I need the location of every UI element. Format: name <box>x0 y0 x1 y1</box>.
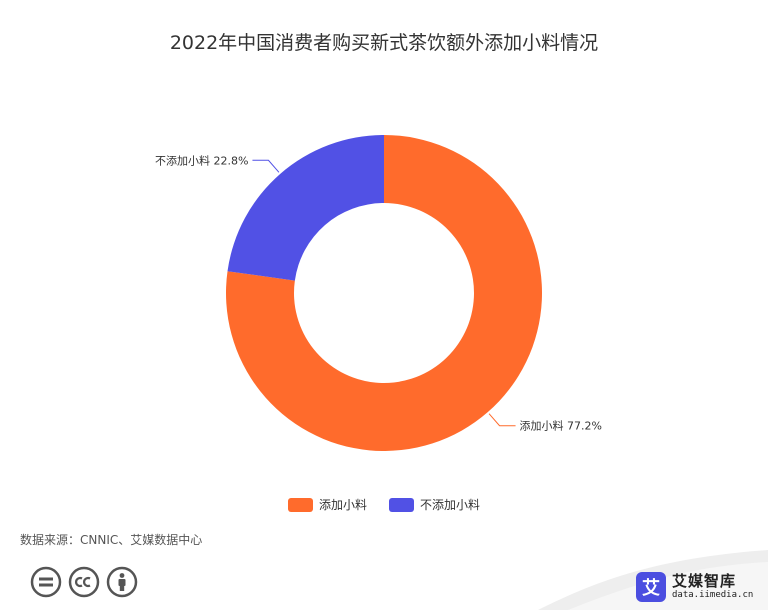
license-icons <box>30 566 138 598</box>
legend-label-no-add: 不添加小料 <box>420 498 481 512</box>
legend-item-no-add[interactable]: 不添加小料 <box>389 496 480 513</box>
legend-swatch-add <box>287 497 313 512</box>
brand-name: 艾媒智库 <box>672 572 737 590</box>
donut-slice-add[interactable] <box>226 135 543 451</box>
chart-title: 2022年中国消费者购买新式茶饮额外添加小料情况 <box>169 32 599 54</box>
data-label-no-add: 不添加小料 22.8% <box>155 153 248 167</box>
data-source: 数据来源：CNNIC、艾媒数据中心 <box>20 533 203 547</box>
brand-logo: 艾 <box>636 572 666 602</box>
legend-swatch-no-add <box>389 497 414 512</box>
legend-label-add: 添加小料 <box>318 498 367 512</box>
brand-url: data.iimedia.cn <box>672 590 754 600</box>
data-label-add: 添加小料 77.2% <box>520 419 602 433</box>
legend: 添加小料 不添加小料 <box>0 496 768 513</box>
legend-item-add[interactable]: 添加小料 <box>287 496 367 513</box>
brand: 艾 艾媒智库 data.iimedia.cn <box>636 572 753 602</box>
equals-icon <box>30 566 62 598</box>
person-icon <box>106 566 138 598</box>
leader-line-add <box>488 413 516 427</box>
leader-line-no-add <box>252 159 280 173</box>
donut-slice-no-add[interactable] <box>227 134 384 281</box>
cc-icon <box>68 566 100 598</box>
